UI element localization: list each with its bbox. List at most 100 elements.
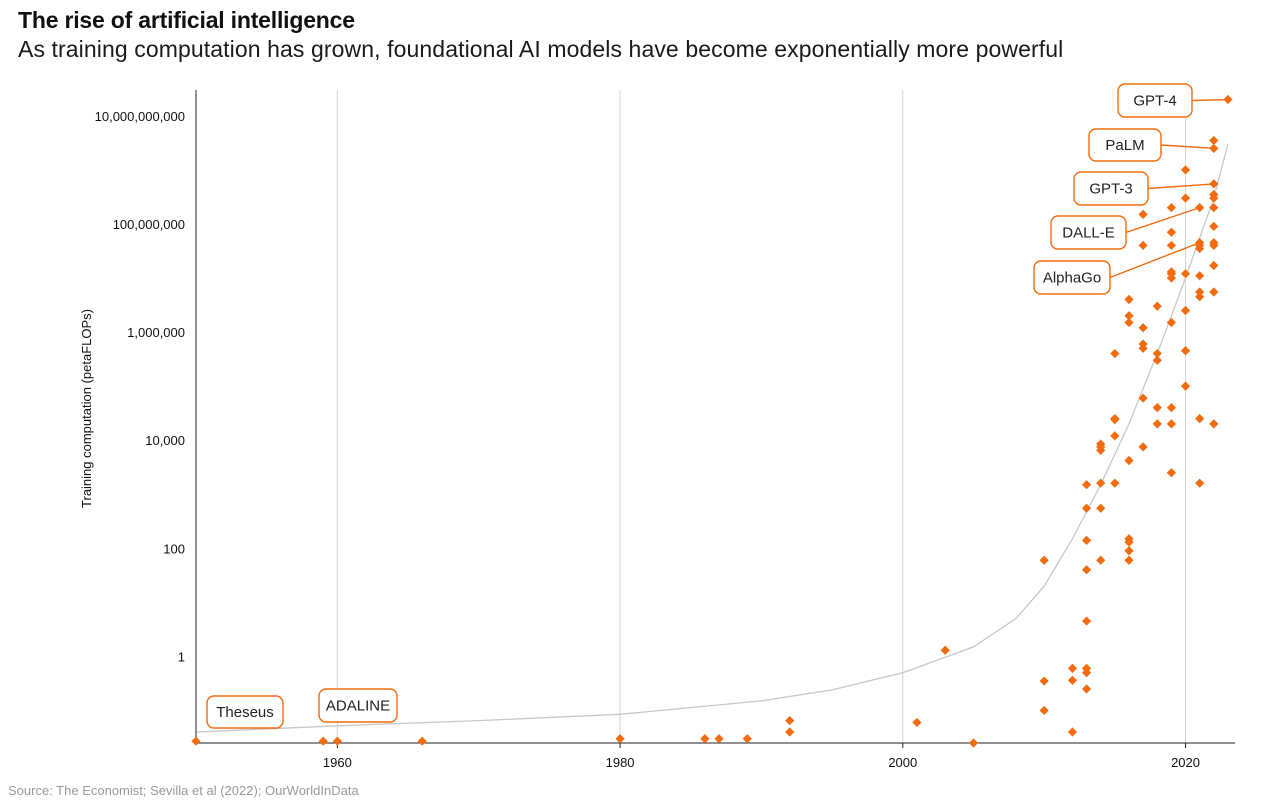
data-point <box>1081 503 1092 513</box>
data-point <box>1110 478 1120 488</box>
data-point <box>1195 292 1205 302</box>
data-point <box>1166 267 1176 277</box>
y-tick-label: 10,000 <box>145 433 185 448</box>
annotation-box <box>1073 171 1149 206</box>
data-point <box>1166 240 1176 251</box>
chart-canvas: 1960 1980 2000 2020 1 100 10,000 1,000,000 100,… <box>79 83 1235 770</box>
data-point <box>1124 555 1134 565</box>
annotation-dall-e: DALL-E <box>1050 206 1200 250</box>
x-axis-ticks: 1960 1980 2000 2020 <box>323 743 1200 770</box>
y-tick-label: 1 <box>178 649 185 664</box>
data-point <box>1152 355 1162 365</box>
y-tick-label: 1,000,000 <box>127 325 185 340</box>
data-point <box>1067 727 1078 737</box>
data-point <box>1166 468 1176 478</box>
annotation-box <box>206 695 284 729</box>
data-point <box>1209 240 1219 251</box>
data-point <box>1209 419 1219 429</box>
y-axis-ticks: 1 100 10,000 1,000,000 100,000,000 10,000,000… <box>95 109 185 665</box>
data-point <box>1124 534 1134 544</box>
source-note: Source: The Economist; Sevilla et al (20… <box>8 783 359 798</box>
data-point <box>700 734 710 744</box>
annotation-adaline: ADALINE <box>318 688 398 723</box>
data-point <box>332 736 342 746</box>
y-tick-label: 10,000,000,000 <box>95 109 185 124</box>
y-tick-label: 100,000,000 <box>113 217 185 232</box>
data-point <box>1180 346 1191 356</box>
data-point <box>1110 348 1120 359</box>
data-point <box>1166 403 1176 413</box>
chart-subtitle: As training computation has grown, found… <box>18 36 1064 62</box>
data-point <box>1081 663 1092 673</box>
data-point <box>1039 705 1049 716</box>
data-point <box>1152 419 1162 429</box>
data-point <box>1081 565 1092 575</box>
annotation-theseus: Theseus <box>206 695 284 729</box>
x-tick-label: 2020 <box>1171 755 1200 770</box>
data-point <box>1067 663 1078 673</box>
data-point <box>1039 676 1049 686</box>
data-point <box>1152 301 1162 311</box>
data-point <box>1209 193 1219 203</box>
data-point <box>1152 403 1162 413</box>
data-point <box>1081 535 1092 545</box>
data-point <box>1138 209 1148 219</box>
data-point <box>615 734 625 744</box>
data-point <box>1209 135 1219 146</box>
annotation-gpt-4: GPT-4 <box>1117 83 1228 118</box>
data-point <box>1124 294 1134 305</box>
data-point <box>1166 317 1176 328</box>
annotation-box <box>1050 215 1127 250</box>
data-point <box>1209 221 1219 231</box>
annotation-leader-line <box>1160 144 1214 150</box>
data-point <box>417 736 427 746</box>
annotation-leader-line <box>1125 206 1200 234</box>
annotation-box <box>1033 260 1111 295</box>
chart-title: The rise of artificial intelligence <box>18 7 355 33</box>
data-point <box>785 727 795 737</box>
annotation-leader-line <box>1109 242 1200 279</box>
data-point <box>1180 305 1191 316</box>
data-point <box>1180 269 1191 279</box>
x-tick-label: 2000 <box>888 755 917 770</box>
axes <box>195 90 1235 744</box>
data-point <box>1166 273 1176 283</box>
annotation-box <box>1117 83 1193 118</box>
data-point <box>1209 203 1219 213</box>
data-point <box>1124 455 1134 466</box>
data-point <box>1096 503 1106 513</box>
data-point <box>1110 431 1120 441</box>
data-point <box>1180 381 1191 391</box>
data-point <box>1124 317 1134 328</box>
data-point <box>1180 193 1191 203</box>
data-point <box>1110 414 1120 425</box>
annotation-label: AlphaGo <box>1043 270 1101 287</box>
data-point <box>742 734 752 744</box>
data-point <box>785 715 795 726</box>
annotations: Theseus ADALINE GPT-4 PaLM GPT-3 DALL-E AlphaG… <box>206 83 1228 729</box>
data-point <box>1138 323 1148 333</box>
data-point <box>1138 240 1148 251</box>
annotation-leader-line <box>1191 98 1228 102</box>
trend-curve <box>195 143 1229 733</box>
data-point <box>714 734 724 744</box>
data-point <box>1180 165 1191 175</box>
data-point <box>968 738 979 748</box>
data-point <box>1081 616 1092 626</box>
data-point <box>1039 555 1049 565</box>
x-tick-label: 1960 <box>323 755 352 770</box>
data-point <box>1138 442 1148 452</box>
annotation-alphago: AlphaGo <box>1033 242 1200 295</box>
data-point <box>191 736 201 746</box>
y-tick-label: 100 <box>163 541 185 556</box>
data-point <box>912 717 922 728</box>
annotation-label: ADALINE <box>326 698 390 715</box>
data-point <box>1138 343 1148 353</box>
x-tick-label: 1980 <box>606 755 635 770</box>
annotation-box <box>1088 128 1162 162</box>
data-point <box>1166 203 1176 213</box>
data-point <box>1195 478 1205 488</box>
annotation-label: GPT-3 <box>1089 181 1132 198</box>
data-point <box>1209 287 1219 297</box>
data-point <box>1096 555 1106 565</box>
